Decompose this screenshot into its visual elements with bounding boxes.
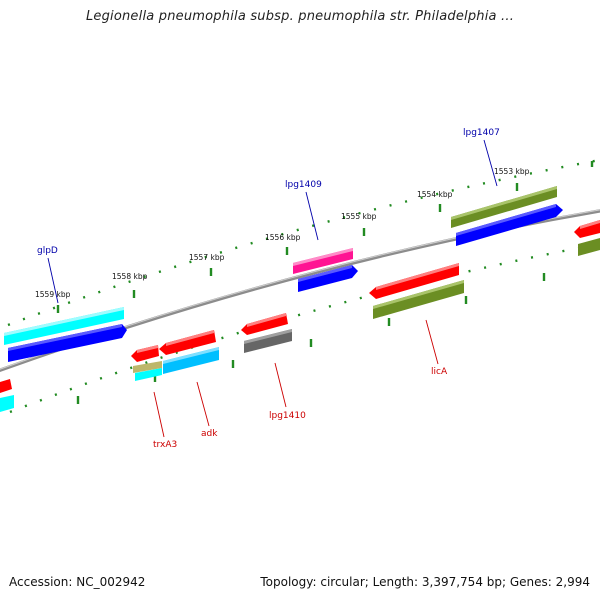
gene-label-lpg1410[interactable]: lpg1410 xyxy=(269,411,306,421)
gene-lpg1410-gray[interactable] xyxy=(244,329,292,353)
scale-label-1555: 1555 kbp xyxy=(341,212,377,221)
gene-label-glpD[interactable]: glpD xyxy=(37,246,58,256)
gene-left-red[interactable] xyxy=(0,379,12,393)
label-leader-lines xyxy=(47,139,498,438)
gene-glpD-blue[interactable] xyxy=(8,324,127,362)
gene-lpg1409-magenta[interactable] xyxy=(293,248,353,274)
gene-left-cyan[interactable] xyxy=(0,395,14,412)
scale-major-ticks xyxy=(56,161,594,313)
map-title: Legionella pneumophila subsp. pneumophil… xyxy=(85,9,515,24)
scale-track-upper xyxy=(7,158,600,327)
gene-label-trxA3[interactable]: trxA3 xyxy=(153,440,177,450)
gene-label-lpg1407[interactable]: lpg1407 xyxy=(463,128,500,138)
gene-lpg1410-red[interactable] xyxy=(241,313,288,335)
accession-label: Accession: NC_002942 xyxy=(9,575,146,589)
gene-adk-red[interactable] xyxy=(159,330,216,355)
gene-lpg1409-blue[interactable] xyxy=(298,265,358,292)
gene-licA-red[interactable] xyxy=(369,263,459,299)
scale-major-ticks-lower xyxy=(76,273,546,404)
scale-label-1554: 1554 kbp xyxy=(417,190,453,199)
gene-trxA3-khaki[interactable] xyxy=(133,361,162,373)
topology-label: Topology: circular; Length: 3,397,754 bp… xyxy=(260,575,590,589)
scale-label-1557: 1557 kbp xyxy=(189,253,225,262)
gene-right-red[interactable] xyxy=(574,220,600,238)
gene-right-olive[interactable] xyxy=(578,238,600,256)
gene-lpg1407-olive[interactable] xyxy=(451,186,557,228)
gene-adk-cyan[interactable] xyxy=(163,347,219,374)
scale-label-1559: 1559 kbp xyxy=(35,290,71,299)
scale-label-1556: 1556 kbp xyxy=(265,233,301,242)
gene-label-licA[interactable]: licA xyxy=(431,367,448,377)
gene-trxA3-cyan[interactable] xyxy=(135,368,162,381)
scale-label-1553: 1553 kbp xyxy=(494,167,530,176)
gene-trxA3-red[interactable] xyxy=(131,345,159,362)
gene-label-lpg1409[interactable]: lpg1409 xyxy=(285,180,322,190)
scale-label-1558: 1558 kbp xyxy=(112,272,148,281)
gene-label-adk[interactable]: adk xyxy=(201,429,218,439)
gene-licA-olive[interactable] xyxy=(373,280,464,319)
scale-track-lower xyxy=(9,242,600,414)
gene-glpD-cyan[interactable] xyxy=(4,307,124,345)
gene-lpg1407-blue[interactable] xyxy=(456,204,563,246)
